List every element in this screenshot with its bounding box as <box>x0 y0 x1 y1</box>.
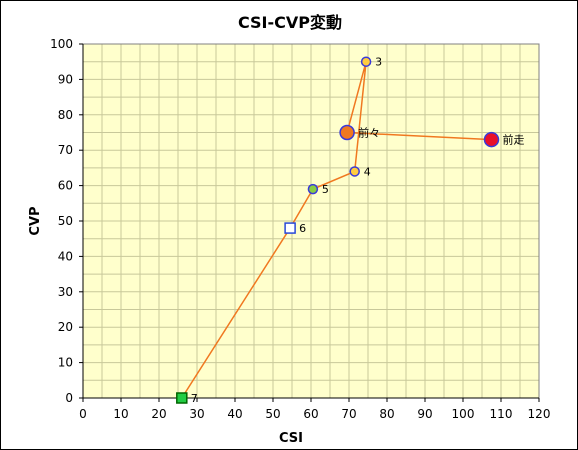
x-tick-label: 10 <box>113 407 128 421</box>
y-tick-label: 90 <box>58 72 73 86</box>
data-point-marker <box>349 166 360 177</box>
y-tick-label: 20 <box>58 320 73 334</box>
x-tick-label: 120 <box>528 407 551 421</box>
x-tick-label: 30 <box>189 407 204 421</box>
grid-lines <box>82 43 540 399</box>
y-axis-title: CVP <box>28 206 43 235</box>
y-tick-label: 70 <box>58 143 73 157</box>
data-point-label: 7 <box>191 392 198 405</box>
data-point-label: 3 <box>375 56 382 69</box>
y-tick-label: 80 <box>58 108 73 122</box>
y-tick-labels: 0 10 20 30 40 50 60 70 80 90 100 <box>50 37 73 405</box>
x-tick-label: 20 <box>151 407 166 421</box>
y-tick-label: 60 <box>58 179 73 193</box>
data-point-marker <box>360 56 372 67</box>
y-tick-label: 0 <box>65 391 73 405</box>
x-axis-title: CSI <box>279 431 303 446</box>
x-tick-label: 110 <box>490 407 513 421</box>
x-tick-label: 80 <box>379 407 394 421</box>
y-tick-label: 100 <box>50 37 73 51</box>
data-markers <box>176 56 500 404</box>
data-point-label: 6 <box>299 222 306 235</box>
x-tick-labels: 0 10 20 30 40 50 60 70 80 90 100 110 120 <box>79 407 550 421</box>
data-point-label: 5 <box>322 183 329 196</box>
data-point-label: 4 <box>364 165 371 178</box>
chart-title: CSI-CVP変動 <box>238 13 342 32</box>
x-tick-label: 0 <box>79 407 87 421</box>
data-point-marker <box>483 131 500 148</box>
x-tick-label: 60 <box>303 407 318 421</box>
data-point-label: 前々 <box>358 126 380 140</box>
y-tick-label: 10 <box>58 356 73 370</box>
data-point-label: 前走 <box>503 133 525 147</box>
data-point-marker <box>307 183 319 195</box>
point-labels: 前走 前々 3 4 5 6 7 <box>191 56 525 405</box>
axes <box>79 43 540 402</box>
data-point-marker <box>284 222 296 234</box>
x-tick-label: 50 <box>265 407 280 421</box>
y-tick-label: 40 <box>58 249 73 263</box>
x-tick-label: 100 <box>452 407 475 421</box>
data-point-marker <box>176 392 188 404</box>
y-tick-label: 50 <box>58 214 73 228</box>
x-tick-label: 40 <box>227 407 242 421</box>
x-tick-label: 90 <box>417 407 432 421</box>
x-tick-label: 70 <box>341 407 356 421</box>
y-tick-label: 30 <box>58 285 73 299</box>
data-point-marker <box>339 124 355 141</box>
